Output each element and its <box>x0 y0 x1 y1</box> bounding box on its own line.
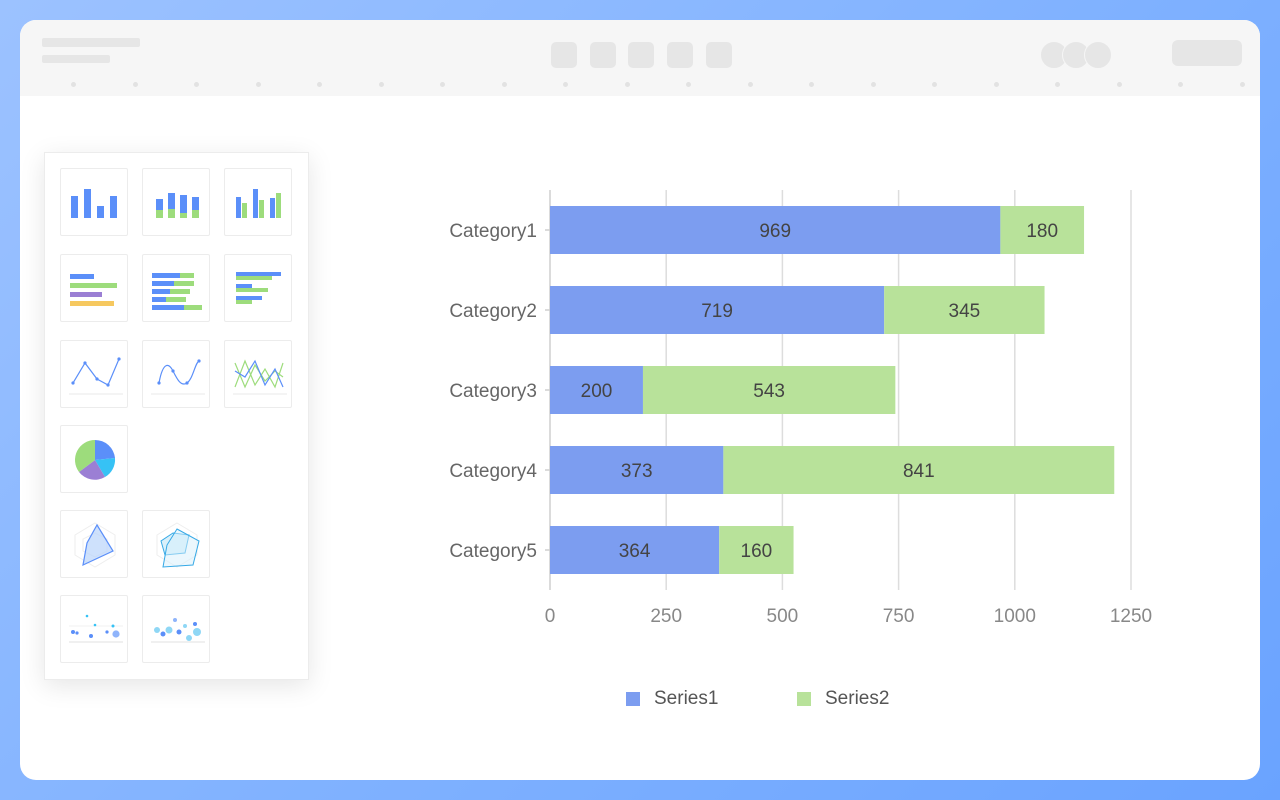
ruler-dot <box>870 82 876 87</box>
toolbar-button-2[interactable] <box>590 42 616 68</box>
legend-item-series2[interactable]: Series2 <box>797 687 889 711</box>
pie-chart-icon <box>75 439 116 480</box>
bar-series2 <box>1000 206 1085 254</box>
scatter-chart-icon <box>69 614 123 643</box>
scatter-chart-thumbnail[interactable] <box>60 595 128 663</box>
ruler-dot <box>255 82 261 87</box>
chart-type-panel <box>44 152 309 680</box>
bar-value-label: 364 <box>619 541 651 562</box>
share-button[interactable] <box>1172 40 1242 66</box>
smooth-line-chart-thumbnail[interactable] <box>142 340 210 408</box>
grouped-horizontal-bar-chart-icon <box>236 272 281 304</box>
ruler-dot <box>132 82 138 87</box>
line-chart-icon <box>69 357 123 395</box>
x-tick-label: 500 <box>767 606 799 627</box>
legend-label-series2: Series2 <box>825 688 890 709</box>
bar-series1 <box>550 206 1001 254</box>
x-tick-label: 0 <box>545 606 556 627</box>
line-chart-thumbnail[interactable] <box>60 340 128 408</box>
legend-label-series1: Series1 <box>654 688 719 709</box>
app-window: Category1 969 180 Category2 719 345 Category3 2… <box>20 20 1260 780</box>
ruler-dot <box>686 82 691 87</box>
bar-chart-thumbnail[interactable] <box>60 168 128 236</box>
stacked-bar-chart-thumbnail[interactable] <box>142 168 210 236</box>
bar-series2 <box>719 526 794 574</box>
stacked-bar-chart: Category1 969 180 Category2 719 345 Category3 2… <box>449 190 1152 627</box>
toolbar-button-4[interactable] <box>667 42 693 68</box>
ruler-dot <box>1178 82 1183 87</box>
legend-swatch-series1 <box>626 692 640 706</box>
multi-radar-chart-icon <box>156 522 200 568</box>
bar-series1 <box>550 286 885 334</box>
ruler-dot <box>1239 82 1245 87</box>
ruler-dot <box>378 82 384 87</box>
x-tick-label: 1000 <box>994 606 1036 627</box>
bar-value-label: 719 <box>701 301 733 322</box>
horizontal-bar-chart-icon <box>70 274 117 306</box>
category-label: Category3 <box>449 381 537 402</box>
bar-series2 <box>884 286 1045 334</box>
title-placeholder <box>42 38 140 47</box>
toolbar-button-5[interactable] <box>706 42 732 68</box>
bar-series2 <box>642 366 896 414</box>
ruler-dot <box>809 82 814 87</box>
category-label: Category4 <box>449 461 537 482</box>
stacked-horizontal-bar-chart-thumbnail[interactable] <box>142 254 210 322</box>
bar-value-label: 180 <box>1026 221 1058 242</box>
multi-line-chart-icon <box>233 359 287 395</box>
x-tick-label: 250 <box>650 606 682 627</box>
ruler-dot <box>1116 82 1122 87</box>
ruler-dot <box>440 82 445 87</box>
bar-value-label: 373 <box>621 461 653 482</box>
x-tick-label: 1250 <box>1110 606 1152 627</box>
category-label: Category5 <box>449 541 537 562</box>
ruler-dot <box>1055 82 1060 87</box>
ruler-dot <box>993 82 999 87</box>
toolbar-button-1[interactable] <box>551 42 577 68</box>
toolbar-button-3[interactable] <box>628 42 654 68</box>
smooth-line-chart-icon <box>151 359 205 395</box>
bubble-chart-icon <box>151 618 205 643</box>
bar-series2 <box>723 446 1115 494</box>
ruler-dot <box>71 82 76 87</box>
radar-chart-icon <box>74 522 116 568</box>
grouped-bar-chart-icon <box>236 189 281 218</box>
bar-series1 <box>550 446 724 494</box>
avatar-3[interactable] <box>1084 41 1112 69</box>
bar-series1 <box>550 366 643 414</box>
chart-legend: Series1 Series2 <box>626 687 926 711</box>
bar-value-label: 543 <box>753 381 785 402</box>
bar-value-label: 345 <box>949 301 981 322</box>
category-label: Category1 <box>449 221 537 242</box>
ruler-dot <box>317 82 322 87</box>
bubble-chart-thumbnail[interactable] <box>142 595 210 663</box>
bar-series1 <box>550 526 720 574</box>
pie-chart-thumbnail[interactable] <box>60 425 128 493</box>
horizontal-bar-chart-thumbnail[interactable] <box>60 254 128 322</box>
bar-chart-icon <box>71 189 117 218</box>
multi-radar-chart-thumbnail[interactable] <box>142 510 210 578</box>
legend-swatch-series2 <box>797 692 811 706</box>
legend-item-series1[interactable]: Series1 <box>626 687 718 711</box>
multi-line-chart-thumbnail[interactable] <box>224 340 292 408</box>
bar-value-label: 841 <box>903 461 935 482</box>
subtitle-placeholder <box>42 55 110 63</box>
bar-value-label: 969 <box>759 221 791 242</box>
ruler-dot <box>932 82 937 87</box>
grouped-bar-chart-thumbnail[interactable] <box>224 168 292 236</box>
category-label: Category2 <box>449 301 537 322</box>
radar-chart-thumbnail[interactable] <box>60 510 128 578</box>
ruler-dot <box>194 82 199 87</box>
ruler-dot <box>501 82 507 87</box>
grouped-horizontal-bar-chart-thumbnail[interactable] <box>224 254 292 322</box>
ruler-dot <box>563 82 568 87</box>
ruler-dot <box>624 82 630 87</box>
toolbar <box>20 20 1260 96</box>
stacked-bar-chart-icon <box>156 193 199 218</box>
bar-value-label: 160 <box>741 541 773 562</box>
bar-value-label: 200 <box>581 381 613 402</box>
ruler-dot <box>747 82 753 87</box>
stacked-horizontal-bar-chart-icon <box>152 273 202 310</box>
x-tick-label: 750 <box>883 606 915 627</box>
